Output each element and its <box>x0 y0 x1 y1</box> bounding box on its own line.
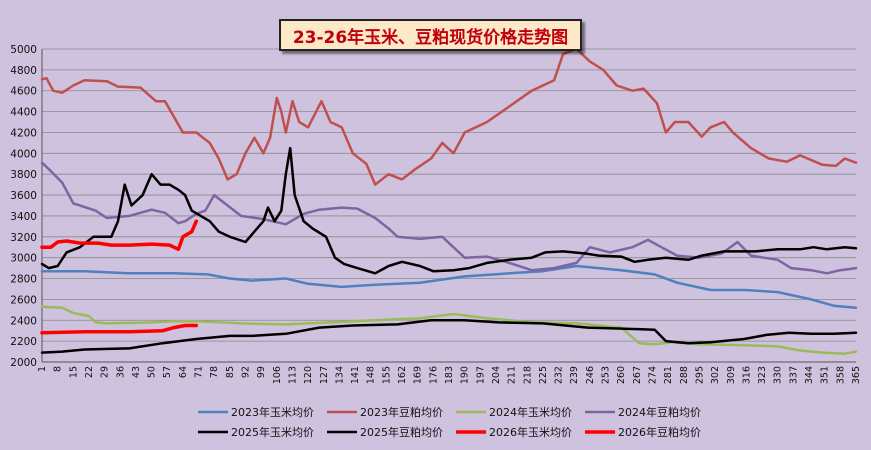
x-tick-label: 309 <box>726 366 737 384</box>
y-tick-label: 3400 <box>10 211 37 223</box>
x-tick-label: 225 <box>538 366 549 384</box>
x-tick-label: 358 <box>835 366 846 384</box>
x-tick-label: 99 <box>256 366 267 378</box>
y-tick-label: 3800 <box>10 169 37 181</box>
x-tick-label: 281 <box>663 366 674 384</box>
x-tick-label: 92 <box>241 366 252 378</box>
x-tick-label: 71 <box>194 366 205 378</box>
x-tick-label: 183 <box>444 366 455 384</box>
x-tick-label: 288 <box>679 366 690 384</box>
legend-label-1: 2023年豆粕均价 <box>360 405 443 419</box>
y-tick-label: 2000 <box>10 357 37 369</box>
y-axis-tick-labels: 2000 2200 2400 2600 2800 3000 3200 3400 3600 3800… <box>10 44 37 369</box>
x-tick-label: 50 <box>147 366 158 378</box>
x-tick-label: 351 <box>820 366 831 384</box>
y-tick-label: 2400 <box>10 315 37 327</box>
x-tick-label: 1 <box>37 366 48 372</box>
x-tick-label: 274 <box>648 366 659 384</box>
legend-label-0: 2023年玉米均价 <box>231 405 314 419</box>
x-tick-label: 127 <box>319 366 330 384</box>
y-tick-label: 4400 <box>10 107 37 119</box>
x-tick-label: 302 <box>710 366 721 384</box>
x-tick-label: 323 <box>757 366 768 384</box>
series-line-1 <box>40 47 858 186</box>
x-axis-tick-labels: 1 8 15 22 29 36 43 50 57 64 71 78 85 92 99 106 113 120 127… <box>37 366 862 384</box>
x-tick-label: 344 <box>804 366 815 384</box>
y-tick-label: 3200 <box>10 232 37 244</box>
x-tick-label: 15 <box>68 366 79 378</box>
x-tick-label: 78 <box>209 366 220 378</box>
x-tick-label: 337 <box>788 366 799 384</box>
y-tick-label: 4600 <box>10 86 37 98</box>
x-tick-label: 8 <box>53 366 64 372</box>
series-line-7 <box>40 323 199 335</box>
x-tick-label: 43 <box>131 366 142 378</box>
chart-title-box: 23-26年玉米、豆粕现货价格走势图 <box>279 19 582 51</box>
series-lines <box>40 47 858 355</box>
x-tick-label: 85 <box>225 366 236 378</box>
x-tick-label: 239 <box>569 366 580 384</box>
x-tick-label: 204 <box>491 366 502 384</box>
x-tick-label: 211 <box>507 366 518 384</box>
legend-label-3: 2024年豆粕均价 <box>618 405 701 419</box>
x-tick-label: 232 <box>554 366 565 384</box>
x-tick-label: 22 <box>84 366 95 378</box>
x-tick-label: 169 <box>413 366 424 384</box>
series-line-0 <box>40 264 858 309</box>
legend-label-5: 2025年豆粕均价 <box>360 425 443 439</box>
series-line-3 <box>40 161 858 275</box>
series-line-2 <box>40 305 858 355</box>
y-tick-label: 2200 <box>10 336 37 348</box>
x-tick-label: 155 <box>381 366 392 384</box>
x-tick-label: 365 <box>851 366 862 384</box>
x-tick-label: 29 <box>100 366 111 378</box>
x-tick-label: 260 <box>616 366 627 384</box>
series-line-4 <box>40 146 858 275</box>
x-tick-label: 316 <box>741 366 752 384</box>
x-tick-label: 36 <box>115 366 126 378</box>
x-tick-label: 57 <box>162 366 173 378</box>
x-tick-label: 176 <box>428 366 439 384</box>
x-tick-label: 113 <box>287 366 298 384</box>
x-tick-label: 253 <box>601 366 612 384</box>
y-tick-label: 2600 <box>10 294 37 306</box>
legend-label-6: 2026年玉米均价 <box>489 425 572 439</box>
x-tick-label: 120 <box>303 366 314 384</box>
legend-label-2: 2024年玉米均价 <box>489 405 572 419</box>
x-tick-label: 246 <box>585 366 596 384</box>
x-tick-label: 197 <box>475 366 486 384</box>
y-tick-label: 3600 <box>10 190 37 202</box>
x-tick-label: 267 <box>632 366 643 384</box>
x-tick-label: 141 <box>350 366 361 384</box>
y-tick-label: 3000 <box>10 253 37 265</box>
legend: 2023年玉米均价 2023年豆粕均价 2024年玉米均价 2024年豆粕均价 2025… <box>198 405 701 439</box>
x-tick-label: 218 <box>522 366 533 384</box>
x-tick-label: 190 <box>460 366 471 384</box>
legend-label-4: 2025年玉米均价 <box>231 425 314 439</box>
y-tick-label: 2800 <box>10 274 37 286</box>
series-line-5 <box>40 319 858 354</box>
x-tick-label: 162 <box>397 366 408 384</box>
x-tick-label: 106 <box>272 366 283 384</box>
x-tick-label: 330 <box>773 366 784 384</box>
series-line-6 <box>40 219 199 252</box>
x-tick-label: 295 <box>694 366 705 384</box>
chart-title: 23-26年玉米、豆粕现货价格走势图 <box>292 27 569 48</box>
y-tick-label: 4000 <box>10 148 37 160</box>
x-tick-label: 148 <box>366 366 377 384</box>
y-tick-label: 4800 <box>10 65 37 77</box>
legend-label-7: 2026年豆粕均价 <box>618 425 701 439</box>
y-tick-label: 5000 <box>10 44 37 56</box>
y-tick-label: 4200 <box>10 127 37 139</box>
x-tick-label: 134 <box>334 366 345 384</box>
grid-lines <box>41 48 856 363</box>
x-tick-label: 64 <box>178 366 189 378</box>
